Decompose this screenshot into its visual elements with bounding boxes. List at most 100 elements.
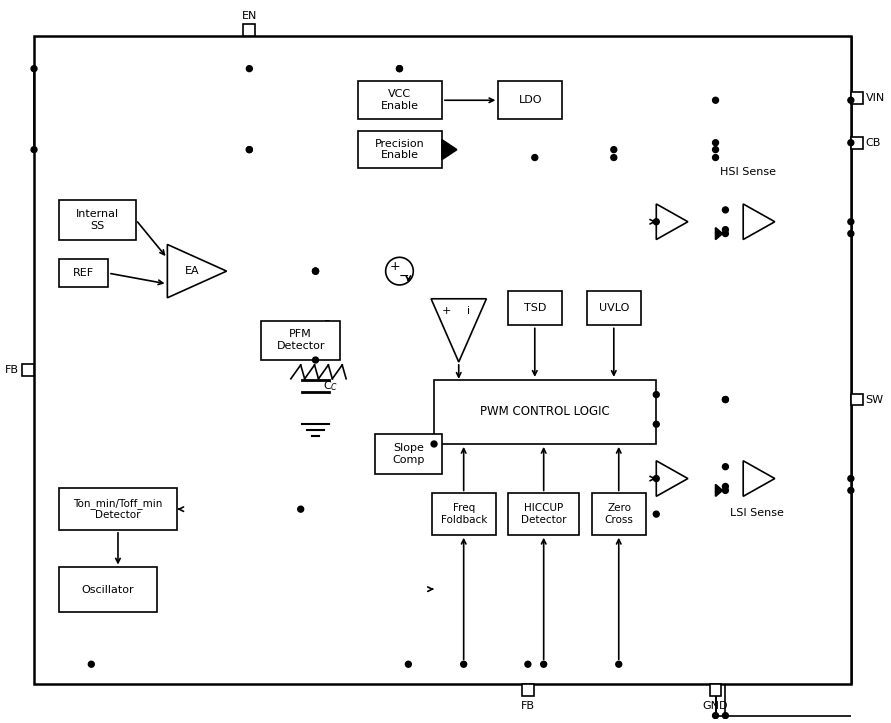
Circle shape (247, 66, 252, 72)
Text: SW: SW (866, 395, 884, 405)
Circle shape (723, 487, 728, 493)
Text: Oscillator: Oscillator (82, 585, 135, 594)
Circle shape (653, 219, 659, 225)
Circle shape (723, 227, 728, 233)
Bar (22, 364, 34, 376)
Circle shape (313, 357, 318, 363)
Bar (522, 684, 534, 696)
Text: HICCUP
Detector: HICCUP Detector (521, 503, 567, 525)
Circle shape (723, 484, 728, 489)
Circle shape (611, 147, 617, 153)
Text: Internal
SS: Internal SS (76, 209, 119, 231)
Bar (261, 320, 340, 360)
Circle shape (31, 147, 37, 153)
Circle shape (405, 662, 412, 667)
Circle shape (611, 155, 617, 161)
Text: TSD: TSD (524, 303, 546, 313)
Text: EA: EA (184, 266, 200, 276)
Bar (59, 200, 135, 239)
Circle shape (713, 147, 718, 153)
Text: PFM
Detector: PFM Detector (276, 330, 325, 351)
Circle shape (313, 268, 318, 274)
Text: Slope
Comp: Slope Comp (392, 443, 424, 465)
Text: +: + (389, 260, 400, 273)
Text: VIN: VIN (866, 93, 885, 103)
Circle shape (247, 147, 252, 153)
Bar (498, 82, 562, 119)
Circle shape (723, 713, 728, 719)
Circle shape (848, 487, 854, 493)
Bar (358, 131, 442, 168)
Bar (508, 493, 579, 535)
Text: Freq
Foldback: Freq Foldback (441, 503, 487, 525)
Circle shape (31, 66, 37, 72)
Text: GND: GND (703, 701, 728, 711)
Text: HSI Sense: HSI Sense (721, 168, 776, 177)
Text: EN: EN (241, 12, 257, 21)
Bar (851, 137, 862, 149)
Text: −: − (399, 270, 410, 283)
Bar (851, 393, 862, 406)
Bar (587, 291, 642, 325)
Text: PWM CONTROL LOGIC: PWM CONTROL LOGIC (480, 406, 610, 419)
Circle shape (723, 396, 728, 403)
Polygon shape (715, 228, 723, 239)
Circle shape (396, 66, 403, 72)
Text: R$_C$: R$_C$ (323, 319, 339, 333)
Circle shape (396, 66, 403, 72)
Circle shape (616, 662, 622, 667)
Bar (432, 493, 496, 535)
Text: LDO: LDO (519, 95, 542, 106)
Polygon shape (442, 140, 457, 160)
Circle shape (713, 713, 718, 719)
Circle shape (653, 511, 659, 517)
Circle shape (848, 98, 854, 103)
Circle shape (848, 476, 854, 482)
Text: Precision
Enable: Precision Enable (375, 139, 425, 161)
Text: LSI Sense: LSI Sense (731, 508, 784, 518)
Circle shape (848, 219, 854, 225)
Text: FB: FB (5, 365, 20, 375)
Text: FB: FB (521, 701, 535, 711)
Bar (434, 380, 657, 444)
Circle shape (247, 147, 252, 153)
Circle shape (848, 140, 854, 146)
Bar (358, 82, 442, 119)
Bar (851, 93, 862, 104)
Text: Zero
Cross: Zero Cross (605, 503, 634, 525)
Bar (59, 489, 177, 530)
Circle shape (313, 268, 318, 274)
Circle shape (431, 441, 437, 447)
Circle shape (653, 476, 659, 482)
Text: UVLO: UVLO (599, 303, 629, 313)
Circle shape (848, 231, 854, 236)
Circle shape (713, 98, 718, 103)
Bar (375, 434, 442, 474)
Text: Ton_min/Toff_min
Detector: Ton_min/Toff_min Detector (73, 498, 163, 521)
Bar (508, 291, 562, 325)
Circle shape (713, 155, 718, 161)
Circle shape (653, 392, 659, 398)
Circle shape (461, 662, 467, 667)
Circle shape (88, 662, 94, 667)
Circle shape (723, 207, 728, 213)
Circle shape (532, 155, 538, 161)
Bar (593, 493, 646, 535)
Polygon shape (715, 484, 723, 496)
Text: +: + (442, 306, 452, 316)
Bar (709, 684, 722, 696)
Circle shape (723, 231, 728, 236)
Circle shape (713, 140, 718, 146)
Circle shape (298, 506, 304, 512)
Bar (59, 260, 108, 287)
Circle shape (653, 422, 659, 427)
Circle shape (525, 662, 531, 667)
Circle shape (723, 396, 728, 403)
Circle shape (313, 268, 318, 274)
Text: CB: CB (866, 137, 881, 147)
Text: REF: REF (73, 268, 94, 278)
Text: VCC
Enable: VCC Enable (381, 90, 419, 111)
Text: C$_C$: C$_C$ (323, 379, 339, 393)
Circle shape (723, 463, 728, 470)
Bar (59, 568, 158, 612)
